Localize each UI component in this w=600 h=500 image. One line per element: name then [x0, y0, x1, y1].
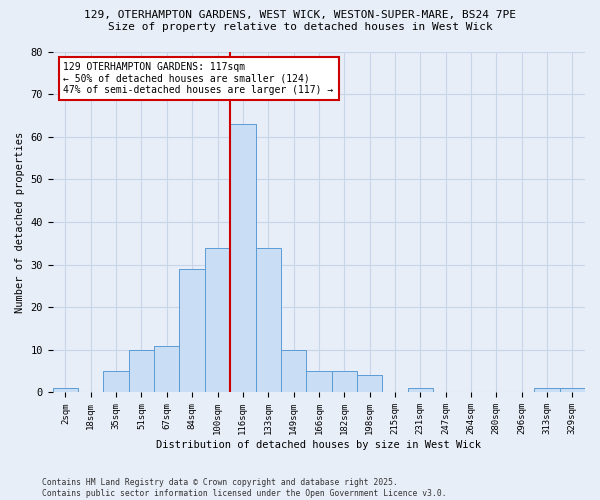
Bar	[357, 376, 382, 392]
Bar	[154, 346, 179, 393]
Bar	[535, 388, 560, 392]
Y-axis label: Number of detached properties: Number of detached properties	[15, 132, 25, 312]
Bar	[230, 124, 256, 392]
X-axis label: Distribution of detached houses by size in West Wick: Distribution of detached houses by size …	[157, 440, 481, 450]
Text: 129, OTERHAMPTON GARDENS, WEST WICK, WESTON-SUPER-MARE, BS24 7PE: 129, OTERHAMPTON GARDENS, WEST WICK, WES…	[84, 10, 516, 20]
Bar	[103, 371, 129, 392]
Bar	[53, 388, 78, 392]
Bar	[129, 350, 154, 393]
Text: 129 OTERHAMPTON GARDENS: 117sqm
← 50% of detached houses are smaller (124)
47% o: 129 OTERHAMPTON GARDENS: 117sqm ← 50% of…	[64, 62, 334, 95]
Bar	[306, 371, 332, 392]
Bar	[179, 269, 205, 392]
Bar	[407, 388, 433, 392]
Bar	[560, 388, 585, 392]
Bar	[332, 371, 357, 392]
Text: Contains HM Land Registry data © Crown copyright and database right 2025.
Contai: Contains HM Land Registry data © Crown c…	[42, 478, 446, 498]
Text: Size of property relative to detached houses in West Wick: Size of property relative to detached ho…	[107, 22, 493, 32]
Bar	[205, 248, 230, 392]
Bar	[281, 350, 306, 393]
Bar	[256, 248, 281, 392]
